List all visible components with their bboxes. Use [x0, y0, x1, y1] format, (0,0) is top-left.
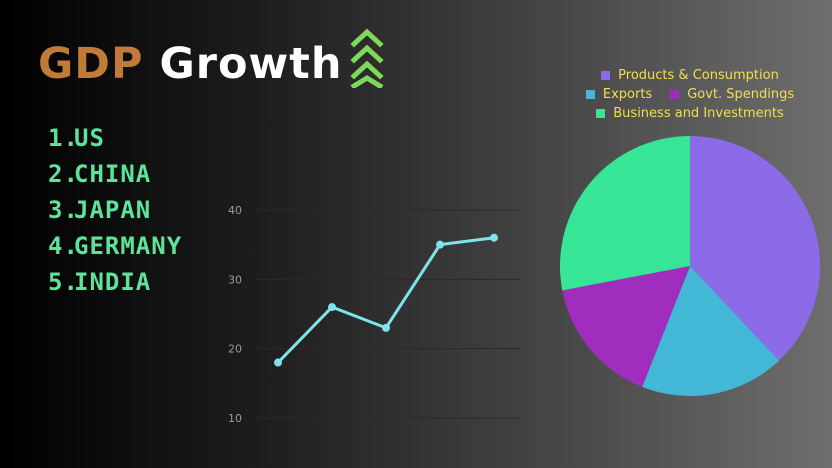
title-growth: Growth	[159, 39, 343, 89]
rank-number: 4.	[48, 232, 79, 260]
pie-slice	[562, 266, 690, 387]
data-point	[490, 233, 498, 242]
legend-swatch	[596, 109, 606, 118]
rank-number: 3.	[48, 196, 79, 224]
legend-label: Govt. Spendings	[687, 87, 795, 102]
pie-slice	[560, 136, 690, 291]
series-line	[276, 236, 496, 365]
legend-swatch	[585, 90, 595, 99]
legend-item-govt: Govt. Spendings	[670, 85, 794, 104]
y-tick-label: 40	[228, 204, 242, 217]
data-point	[382, 323, 390, 332]
y-tick-label: 20	[228, 343, 242, 356]
gdp-line-chart: 40 30 20 10	[228, 204, 520, 425]
rank-number: 2.	[48, 160, 79, 188]
rank-number: 1.	[48, 124, 79, 152]
legend-label: Business and Investments	[613, 106, 784, 121]
list-item: 4.GERMANY	[48, 228, 182, 264]
list-item: 5.INDIA	[48, 264, 182, 300]
pie-legend: Products & Consumption Exports Govt. Spe…	[560, 66, 820, 123]
country-name: JAPAN	[74, 196, 152, 224]
legend-row: Products & Consumption	[560, 66, 820, 85]
legend-item-exports: Exports	[585, 85, 653, 104]
list-item: 1.US	[48, 120, 182, 156]
legend-swatch	[601, 71, 611, 80]
y-tick-label: 10	[228, 412, 242, 425]
rank-number: 5.	[48, 268, 79, 296]
legend-item-products: Products & Consumption	[601, 66, 779, 85]
page-title: GDP Growth	[38, 36, 342, 92]
country-ranking-list: 1.US 2.CHINA 3.JAPAN 4.GERMANY 5.INDIA	[48, 120, 182, 300]
legend-item-business: Business and Investments	[596, 104, 784, 123]
title-gdp: GDP	[38, 39, 144, 89]
y-tick-label: 30	[228, 273, 242, 286]
data-point	[274, 358, 282, 367]
list-item: 3.JAPAN	[48, 192, 182, 228]
legend-row: Exports Govt. Spendings	[560, 85, 820, 104]
pie-slice	[642, 266, 779, 396]
data-point	[436, 240, 444, 249]
country-name: GERMANY	[74, 232, 183, 260]
country-name: CHINA	[74, 160, 152, 188]
legend-label: Products & Consumption	[618, 68, 779, 83]
country-name: INDIA	[74, 268, 152, 296]
double-chevron-up-icon	[350, 28, 384, 88]
country-name: US	[74, 124, 105, 152]
gdp-composition-pie-chart	[560, 136, 820, 396]
legend-swatch	[670, 90, 680, 99]
data-point	[328, 303, 336, 312]
legend-label: Exports	[602, 87, 653, 102]
pie-slice	[690, 136, 820, 361]
list-item: 2.CHINA	[48, 156, 182, 192]
legend-row: Business and Investments	[560, 104, 820, 123]
